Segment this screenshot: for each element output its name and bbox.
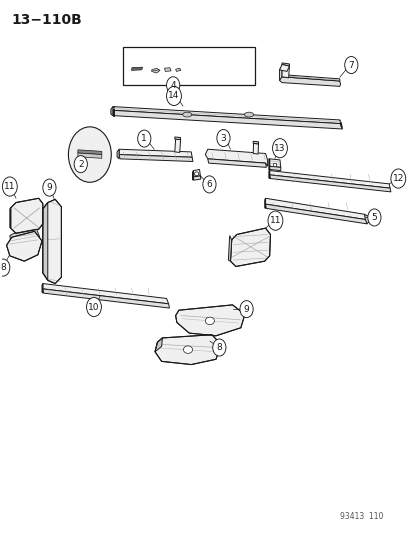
Polygon shape (111, 107, 113, 116)
Text: 2: 2 (78, 160, 83, 168)
Text: 13: 13 (273, 144, 285, 152)
Circle shape (390, 169, 405, 188)
Text: 12: 12 (392, 174, 403, 183)
Polygon shape (175, 305, 244, 336)
Text: 11: 11 (4, 182, 16, 191)
Polygon shape (131, 67, 142, 70)
Polygon shape (269, 171, 389, 188)
Polygon shape (264, 198, 265, 208)
Polygon shape (119, 155, 192, 161)
Polygon shape (43, 289, 169, 308)
Circle shape (43, 179, 56, 196)
Polygon shape (113, 107, 341, 124)
Circle shape (212, 339, 225, 356)
Text: 93413  110: 93413 110 (339, 512, 382, 521)
Polygon shape (43, 199, 61, 284)
Polygon shape (43, 284, 168, 304)
Text: 10: 10 (88, 303, 100, 311)
Text: 9: 9 (243, 305, 249, 313)
Polygon shape (154, 335, 221, 365)
Polygon shape (268, 159, 269, 171)
Polygon shape (113, 110, 342, 129)
Text: 8: 8 (216, 343, 222, 352)
Polygon shape (193, 176, 200, 180)
Polygon shape (10, 229, 39, 245)
Polygon shape (230, 228, 270, 266)
Polygon shape (268, 171, 269, 179)
Polygon shape (151, 68, 159, 73)
Circle shape (344, 56, 357, 74)
Polygon shape (154, 338, 162, 352)
Polygon shape (265, 204, 366, 224)
Circle shape (267, 211, 282, 230)
Ellipse shape (194, 172, 198, 176)
Polygon shape (281, 64, 289, 78)
Polygon shape (193, 169, 200, 177)
Polygon shape (174, 139, 180, 152)
Text: 13−110B: 13−110B (12, 13, 83, 27)
Circle shape (0, 259, 10, 276)
Polygon shape (10, 208, 11, 228)
Polygon shape (164, 68, 171, 71)
Polygon shape (192, 171, 193, 180)
Text: 3: 3 (220, 134, 226, 142)
Polygon shape (252, 141, 258, 144)
Ellipse shape (244, 112, 253, 117)
Polygon shape (279, 64, 289, 71)
Circle shape (74, 156, 87, 173)
Polygon shape (279, 66, 281, 80)
Polygon shape (205, 149, 267, 166)
Circle shape (86, 297, 101, 317)
Polygon shape (174, 137, 180, 140)
Text: 5: 5 (370, 213, 376, 222)
Circle shape (166, 77, 179, 94)
Polygon shape (78, 153, 102, 158)
Polygon shape (265, 198, 365, 220)
Polygon shape (272, 163, 275, 166)
Text: 6: 6 (206, 180, 212, 189)
Polygon shape (228, 236, 231, 261)
Ellipse shape (182, 112, 191, 117)
Polygon shape (269, 175, 390, 192)
Circle shape (367, 209, 380, 226)
Polygon shape (43, 203, 47, 280)
Circle shape (272, 139, 287, 158)
Circle shape (216, 130, 230, 147)
Polygon shape (42, 284, 43, 293)
Ellipse shape (183, 346, 192, 353)
Text: 7: 7 (348, 61, 354, 69)
Circle shape (68, 127, 111, 182)
Polygon shape (11, 198, 43, 233)
Text: 11: 11 (269, 216, 280, 225)
Polygon shape (119, 149, 192, 157)
Circle shape (202, 176, 216, 193)
Polygon shape (252, 143, 258, 154)
Polygon shape (279, 77, 340, 86)
Ellipse shape (205, 317, 214, 325)
Polygon shape (7, 231, 42, 261)
Text: 8: 8 (0, 263, 6, 272)
Polygon shape (269, 159, 280, 167)
Text: 1: 1 (141, 134, 147, 143)
Circle shape (138, 130, 150, 147)
Polygon shape (281, 63, 289, 66)
Polygon shape (339, 120, 342, 129)
Polygon shape (78, 150, 102, 155)
Polygon shape (207, 159, 266, 167)
Circle shape (2, 177, 17, 196)
Circle shape (240, 301, 252, 318)
Polygon shape (117, 149, 119, 159)
Polygon shape (269, 166, 280, 171)
Polygon shape (113, 107, 114, 116)
Text: 14: 14 (168, 92, 179, 100)
Polygon shape (363, 214, 368, 224)
Polygon shape (281, 75, 339, 81)
Text: 9: 9 (46, 183, 52, 192)
Polygon shape (175, 68, 180, 71)
FancyBboxPatch shape (123, 47, 254, 85)
Text: 4: 4 (170, 81, 176, 90)
Circle shape (166, 86, 181, 106)
